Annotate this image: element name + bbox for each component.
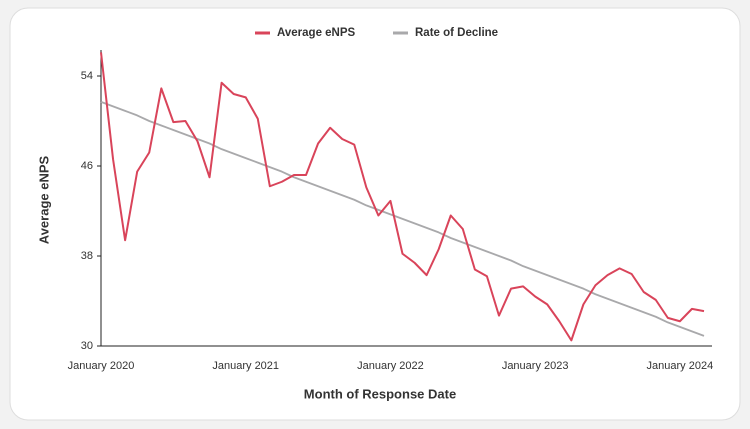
y-tick-label: 30 bbox=[81, 340, 93, 352]
y-tick-label: 46 bbox=[81, 160, 93, 172]
x-tick-label: January 2020 bbox=[68, 360, 135, 372]
legend-label: Average eNPS bbox=[277, 27, 356, 39]
series-line bbox=[100, 52, 705, 342]
y-axis-title: Average eNPS bbox=[36, 155, 51, 244]
x-axis-title: Month of Response Date bbox=[304, 386, 456, 401]
x-tick-label: January 2022 bbox=[357, 360, 424, 372]
x-tick-label: January 2024 bbox=[647, 360, 714, 372]
series-line bbox=[100, 101, 705, 337]
y-tick-label: 54 bbox=[81, 70, 93, 82]
card bbox=[9, 7, 741, 421]
x-tick-label: January 2023 bbox=[502, 360, 569, 372]
y-tick-label: 38 bbox=[81, 250, 93, 262]
legend-label: Rate of Decline bbox=[415, 27, 498, 39]
x-tick-label: January 2021 bbox=[212, 360, 279, 372]
